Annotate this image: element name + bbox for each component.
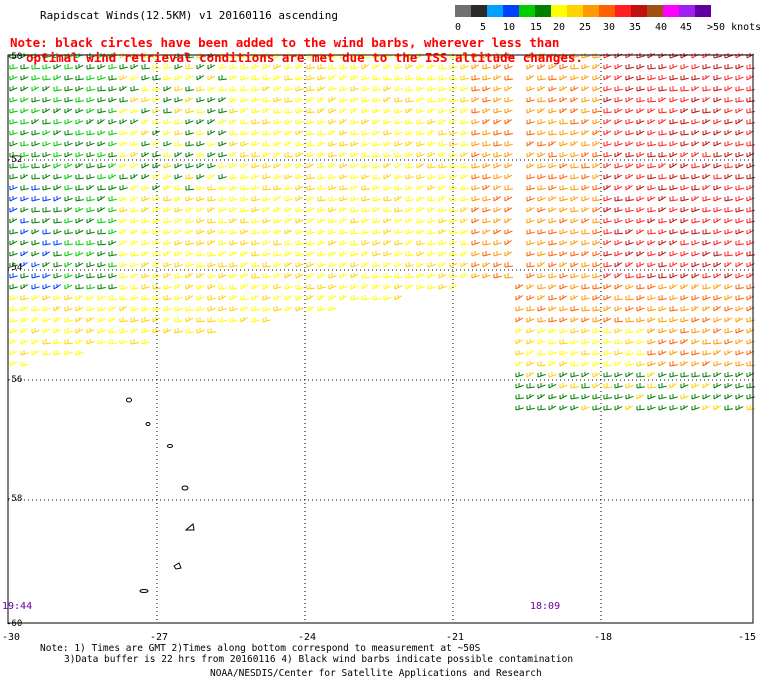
latitude-label: -56 [6, 375, 23, 385]
warning-note-line: optimal wind retrieval conditions are me… [26, 50, 583, 65]
legend-color-swatch [487, 5, 503, 17]
map-grid [7, 54, 754, 624]
wind-barb-group [603, 53, 755, 279]
wind-barb-group [603, 53, 755, 279]
pass-time-label: 18:09 [530, 601, 561, 612]
legend-label: 20 [553, 22, 566, 33]
latitude-label: -58 [6, 494, 23, 504]
pass-time-label: 19:44 [2, 601, 33, 612]
map-title: Rapidscat Winds(12.5KM) v1 20160116 asce… [40, 9, 339, 22]
legend-color-swatch [695, 5, 711, 17]
warning-note-line: Note: black circles have been added to t… [10, 35, 560, 50]
legend-label: 45 [680, 22, 693, 33]
legend-color-swatch [615, 5, 631, 17]
wind-barb-group [9, 185, 62, 290]
legend-color-swatch [631, 5, 647, 17]
legend-color-swatch [599, 5, 615, 17]
legend-label: 5 [480, 22, 487, 33]
legend-color-swatch [551, 5, 567, 17]
island-outlines [126, 397, 195, 593]
island-outline [181, 485, 189, 491]
legend-color-swatch [567, 5, 583, 17]
island-outline [145, 422, 151, 426]
wind-barbs-layer [9, 53, 755, 411]
legend-label: 35 [629, 22, 642, 33]
island-outline [126, 397, 132, 403]
latitude-label: -52 [6, 155, 23, 165]
longitude-label: -30 [2, 632, 21, 643]
legend-color-swatch [455, 5, 471, 17]
legend-label: 25 [579, 22, 592, 33]
legend-color-swatch [503, 5, 519, 17]
latitude-label: -50 [6, 52, 23, 62]
footer-credit: NOAA/NESDIS/Center for Satellite Applica… [210, 668, 542, 679]
island-outline [167, 444, 173, 448]
wind-barb-group [9, 53, 117, 290]
legend-label: 0 [455, 22, 462, 33]
legend-label: 15 [530, 22, 543, 33]
wind-barb-group [471, 53, 755, 367]
legend-color-swatch [519, 5, 535, 17]
legend-label: 10 [503, 22, 516, 33]
legend-unit: >50 knots [707, 22, 760, 33]
footer-note: Note: 1) Times are GMT 2)Times along bot… [40, 643, 481, 654]
island-outline [184, 523, 195, 531]
wind-barb-group [471, 53, 755, 367]
island-outline [173, 562, 182, 570]
longitude-label: -18 [594, 632, 613, 643]
longitude-label: -27 [150, 632, 169, 643]
footer-note: 3)Data buffer is 22 hrs from 20160116 4)… [64, 654, 574, 665]
latitude-label: -54 [6, 263, 23, 273]
longitude-label: -21 [446, 632, 465, 643]
legend-color-swatch [583, 5, 599, 17]
wind-barb-group [9, 53, 645, 367]
longitude-label: -24 [298, 632, 317, 643]
legend-color-swatch [647, 5, 663, 17]
island-outline [139, 589, 149, 593]
legend-color-swatch [535, 5, 551, 17]
longitude-label: -15 [738, 632, 757, 643]
legend-color-swatch [663, 5, 679, 17]
wind-barb-group [9, 53, 755, 411]
map-frame [7, 54, 754, 624]
legend-label: 30 [603, 22, 616, 33]
latitude-label: -60 [6, 619, 23, 629]
legend-color-swatch [679, 5, 695, 17]
legend-label: 40 [655, 22, 668, 33]
legend-color-swatch [471, 5, 487, 17]
wind-barb-group [20, 53, 755, 411]
